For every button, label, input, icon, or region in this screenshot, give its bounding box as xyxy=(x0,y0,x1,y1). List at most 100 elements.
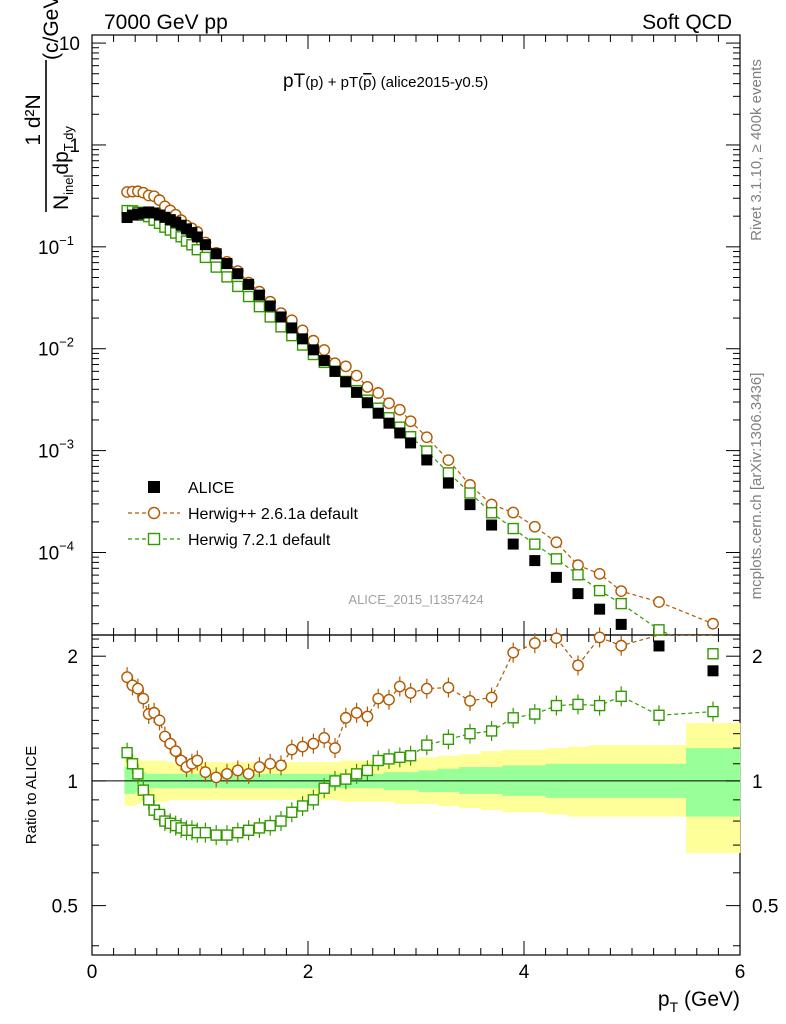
herwigpp-point xyxy=(550,536,563,549)
herwig7-ratio-point xyxy=(421,739,433,751)
herwig7-point xyxy=(653,624,665,636)
herwig7-ratio-point xyxy=(529,708,541,720)
legend-square-marker xyxy=(147,532,161,546)
y-tick-label: 10 xyxy=(59,34,80,55)
y-tick-exponent: −4 xyxy=(59,539,74,554)
herwigpp-ratio-point xyxy=(253,761,266,773)
y-tick-exponent: −1 xyxy=(59,233,74,248)
herwig7-ratio-point xyxy=(507,712,519,724)
analysis-id: ALICE_2015_I1357424 xyxy=(348,592,483,607)
herwig7-point xyxy=(199,251,212,264)
alice-point xyxy=(442,477,454,489)
herwigpp-ratio-point xyxy=(318,732,331,744)
herwigpp-point xyxy=(707,617,719,630)
alice-point xyxy=(340,376,352,388)
herwig7-ratio-point xyxy=(615,690,627,703)
alice-point xyxy=(507,538,519,550)
herwig7-ratio-point xyxy=(442,733,455,746)
herwigpp-ratio-point xyxy=(264,757,277,770)
alice-point xyxy=(191,231,203,243)
alice-point xyxy=(615,618,627,630)
alice-point xyxy=(232,268,244,280)
herwig7-ratio-point xyxy=(126,758,139,770)
ratio-tick-label-left: 2 xyxy=(67,647,78,668)
alice-point xyxy=(486,519,498,531)
herwig7-ratio-point xyxy=(329,775,341,787)
herwigpp-ratio-point xyxy=(137,692,150,705)
y-tick-exponent: −2 xyxy=(59,335,74,350)
herwig7-ratio-point xyxy=(264,819,276,832)
herwig7-ratio-point xyxy=(142,794,155,806)
x-tick-label: 0 xyxy=(87,962,98,983)
herwig7-point xyxy=(442,467,455,479)
herwigpp-point xyxy=(404,415,417,428)
alice-point xyxy=(243,278,255,290)
herwig7-point xyxy=(507,522,519,535)
band-green-segment xyxy=(437,768,460,793)
alice-point xyxy=(361,397,373,409)
title-part-b: (p) xyxy=(305,74,323,91)
y-tick-exponent: −3 xyxy=(59,437,74,452)
mcplots-label: mcplots.cern.ch [arXiv:1306.3436] xyxy=(748,373,765,600)
herwig7-point xyxy=(253,300,266,313)
herwig7-ratio-point xyxy=(121,746,133,759)
x-axis-label: pT (GeV) xyxy=(658,988,740,1015)
x-tick-label: 4 xyxy=(519,962,530,983)
ratio-tick-label-left: 1 xyxy=(67,772,78,793)
header-left: 7000 GeV pp xyxy=(104,11,228,34)
x-label-p: p xyxy=(658,988,670,1011)
herwigpp-ratio-point xyxy=(307,737,320,750)
herwigpp-ratio-point xyxy=(361,710,374,723)
herwig7-ratio-point xyxy=(232,826,244,839)
ratio-tick-label-left: 0.5 xyxy=(52,897,78,918)
herwig7-ratio-point xyxy=(653,709,665,721)
legend-circle-marker xyxy=(147,506,161,520)
herwigpp-ratio-point xyxy=(550,632,563,645)
herwigpp-ratio-point xyxy=(404,687,417,699)
herwig7-ratio-point xyxy=(132,768,144,780)
y-tick-base: 10 xyxy=(38,544,59,565)
y-label-numerator: 1 d²N xyxy=(22,94,45,145)
header-right: Soft QCD xyxy=(642,11,732,34)
herwig7-ratio-point xyxy=(286,806,298,818)
herwigpp-ratio-point xyxy=(153,714,166,727)
herwigpp-point xyxy=(615,585,628,598)
herwigpp-point xyxy=(507,506,520,519)
alice-point xyxy=(307,344,319,356)
legend-label: ALICE xyxy=(188,480,234,497)
herwigpp-ratio-point xyxy=(393,680,406,693)
herwig7-ratio-point xyxy=(707,705,719,718)
herwig7-ratio-point xyxy=(307,794,320,806)
herwigpp-point xyxy=(420,431,433,444)
herwigpp-ratio-point xyxy=(420,682,433,695)
ratio-tick-label-right: 0.5 xyxy=(752,897,778,918)
ratio-tick-label-right: 2 xyxy=(752,647,763,668)
title-part-a: pT xyxy=(283,71,306,92)
herwigpp-ratio-point xyxy=(593,631,606,644)
herwig7-point xyxy=(464,487,476,499)
x-tick-label: 6 xyxy=(735,962,746,983)
herwig7-point xyxy=(529,538,541,550)
y-label-den-n: N xyxy=(50,195,73,210)
herwigpp-ratio-point xyxy=(350,706,363,719)
alice-point xyxy=(707,665,719,677)
herwig7-point xyxy=(232,280,244,293)
alice-point xyxy=(329,365,341,377)
y-label-den-dp: dp xyxy=(50,151,73,174)
herwigpp-ratio-point xyxy=(442,681,455,694)
herwigpp-ratio-point xyxy=(275,759,287,772)
alice-point xyxy=(372,407,384,419)
herwigpp-point xyxy=(361,381,374,393)
herwig7-ratio-point xyxy=(372,754,384,767)
herwig7-point xyxy=(275,321,287,333)
herwig7-ratio-point xyxy=(318,782,330,794)
ratio-y-axis-label: Ratio to ALICE xyxy=(23,746,40,844)
alice-point xyxy=(464,499,476,511)
legend: ALICE Herwig++ 2.6.1a default Herwig 7.2.1… xyxy=(128,480,358,549)
herwig7-ratio-point xyxy=(361,764,374,777)
herwigpp-ratio-point xyxy=(296,740,309,753)
herwig7-point xyxy=(707,648,719,660)
herwig7-ratio-point xyxy=(253,822,266,834)
herwig7-ratio-point xyxy=(340,773,352,785)
